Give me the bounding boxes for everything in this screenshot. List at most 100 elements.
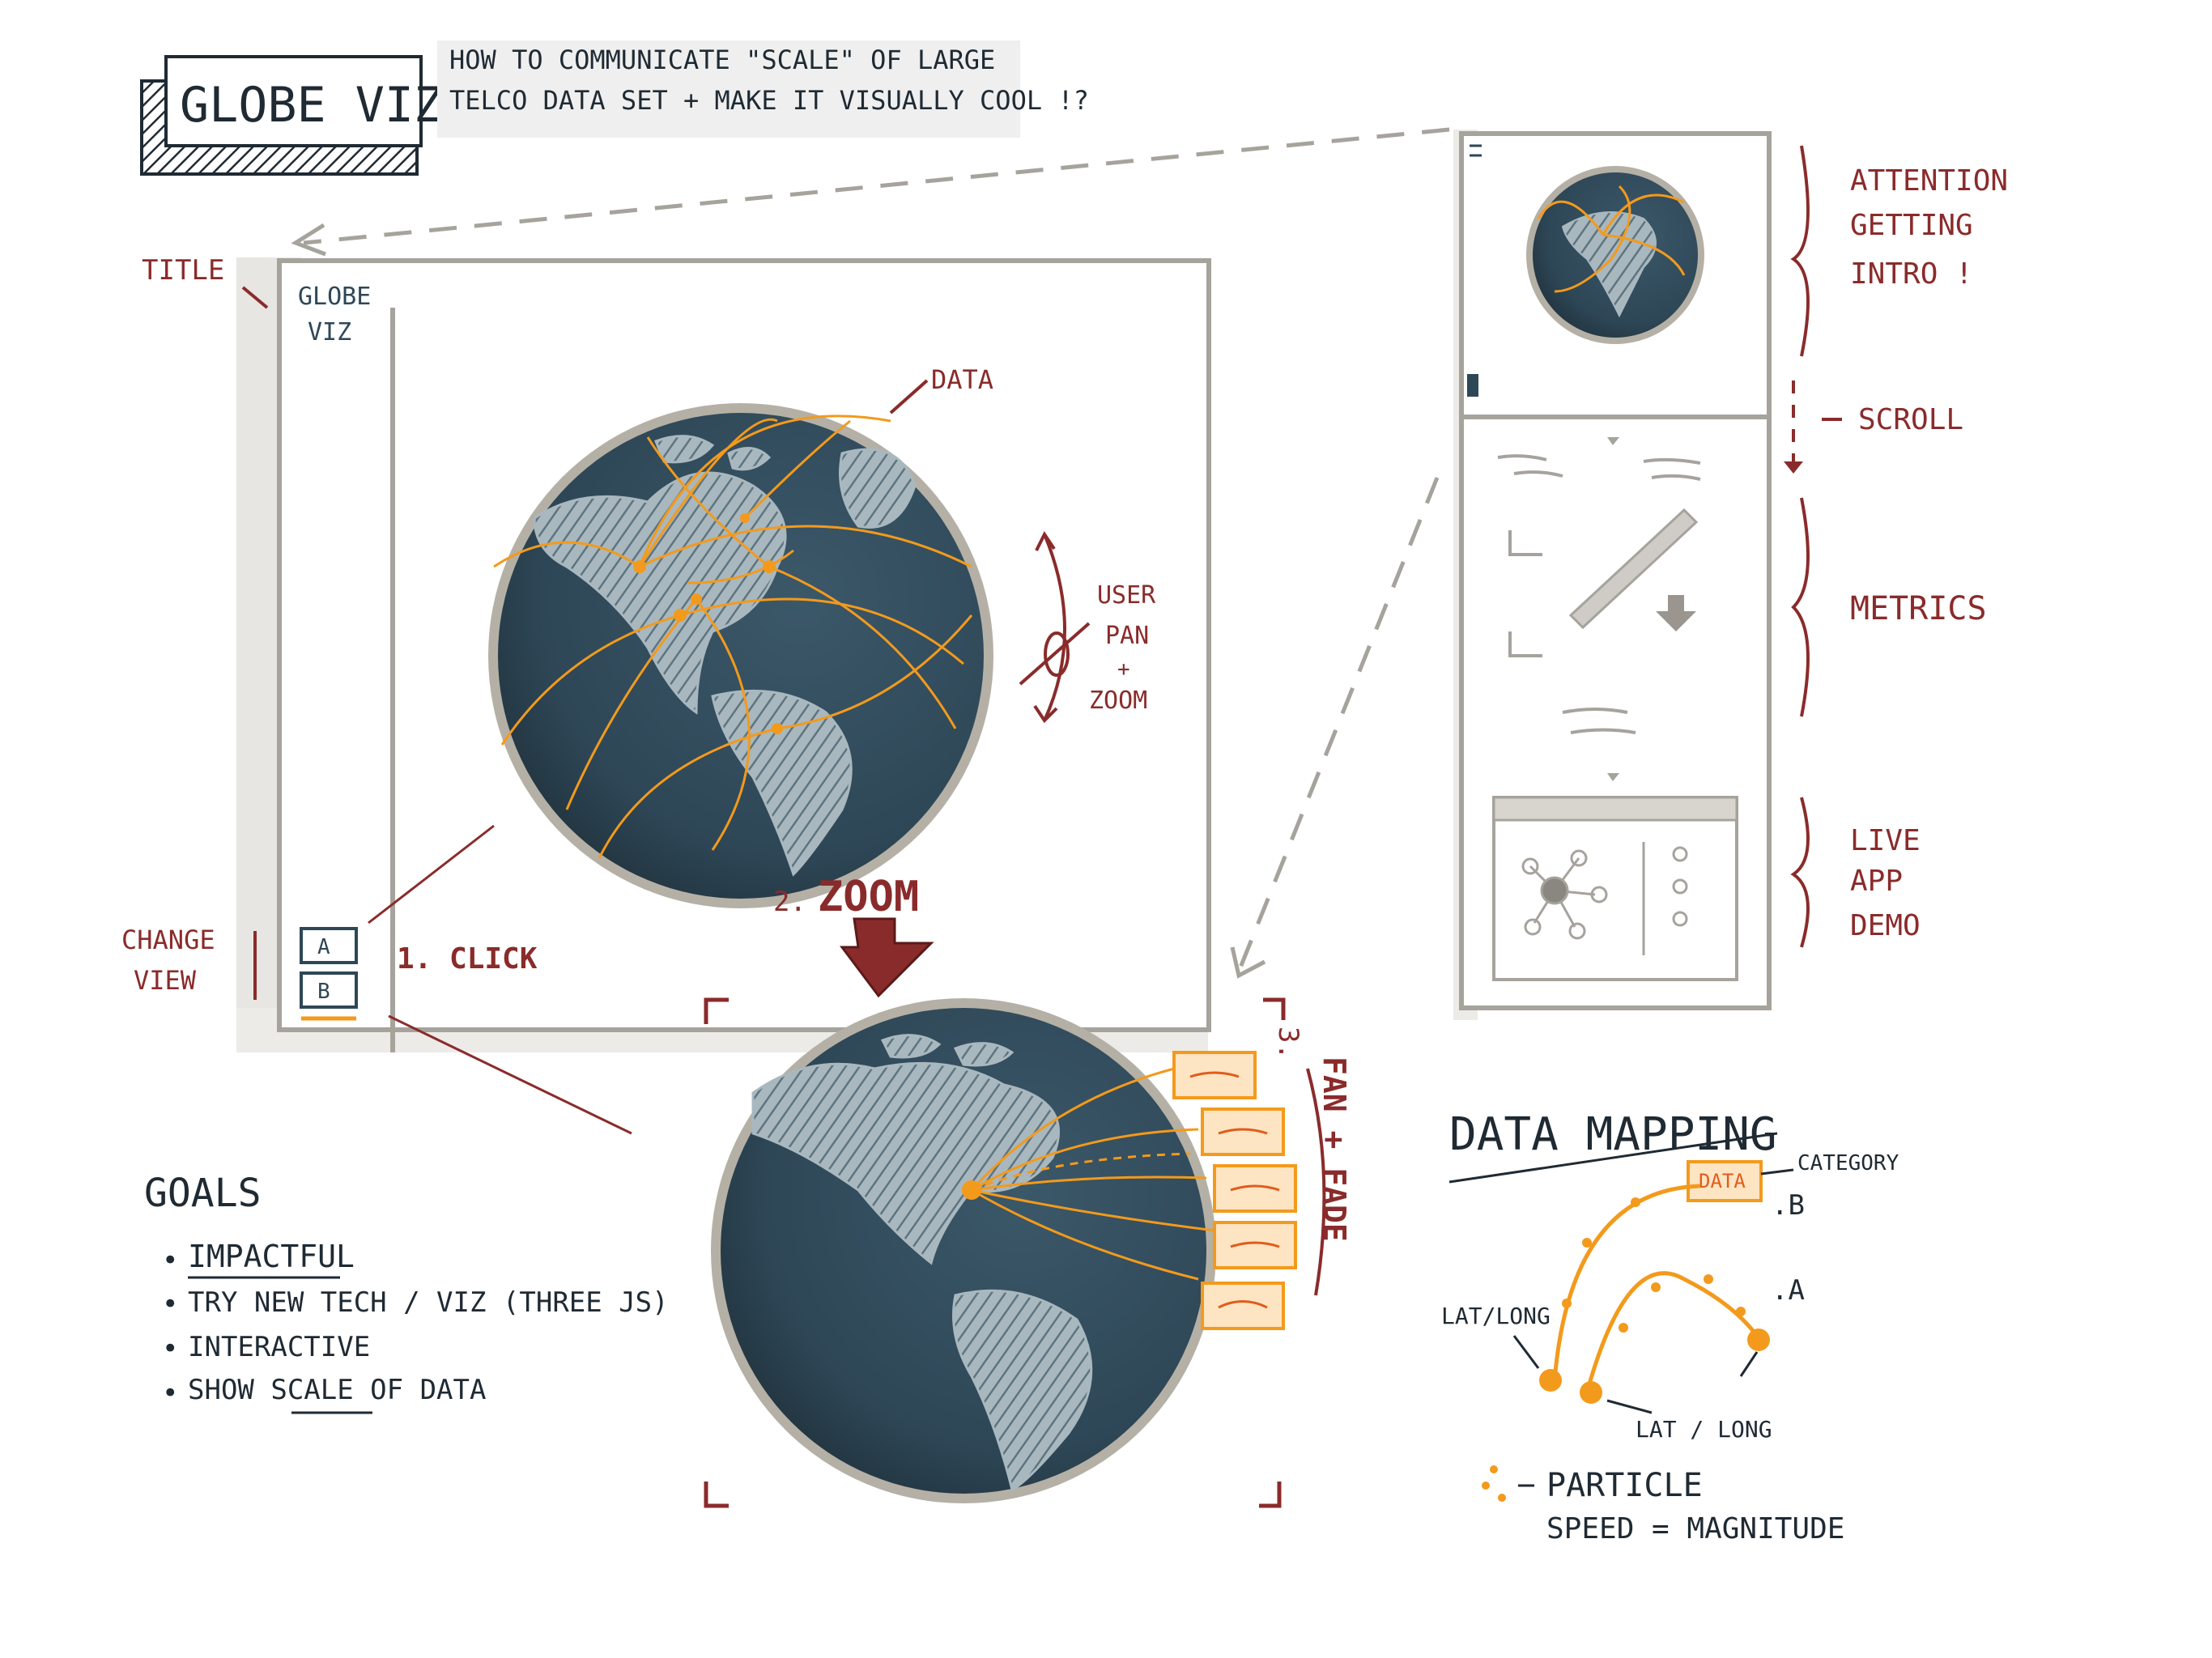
story-panel: ATTENTION GETTING INTRO ! SCROLL METRICS… <box>1230 130 2008 1020</box>
scroll-marker-2 <box>1607 773 1619 781</box>
mapping-arcs <box>1552 1184 1759 1393</box>
step3-arrow <box>1306 1068 1326 1296</box>
goals-bullet-2: • <box>162 1288 178 1320</box>
globe-main-north-america <box>533 471 787 715</box>
globe-zoom-south-america <box>952 1289 1093 1492</box>
question-underlay <box>437 40 1020 138</box>
label-getting: GETTING <box>1850 209 1973 242</box>
goals-bullet-1: • <box>162 1244 178 1277</box>
particle-label: PARTICLE <box>1546 1467 1703 1504</box>
hamburger-icon[interactable] <box>1470 144 1482 157</box>
label-app: APP <box>1850 865 1903 898</box>
pan-zoom-gesture <box>1019 531 1091 724</box>
pan-zoom-label-1: USER <box>1097 581 1156 610</box>
globe-main-islands <box>654 435 772 471</box>
particle-legend-icon <box>1482 1465 1506 1502</box>
goal-item-1: IMPACTFUL <box>188 1239 355 1274</box>
latlong-line-1 <box>1512 1335 1540 1369</box>
latlong-label-2: LAT / LONG <box>1636 1416 1772 1443</box>
question-line2: TELCO DATA SET + MAKE IT VISUALLY COOL !… <box>449 85 1089 116</box>
fan-card-1 <box>1172 1051 1257 1099</box>
latlong-label-1: LAT/LONG <box>1441 1303 1551 1329</box>
dashed-connector-top <box>303 127 1450 245</box>
data-mapping-underline <box>1448 1132 1778 1184</box>
change-view-label-1: CHANGE <box>121 925 215 955</box>
goal-item-3: INTERACTIVE <box>188 1331 370 1363</box>
live-demo-frame <box>1492 796 1738 981</box>
data-arcs-zoom <box>970 1067 1215 1281</box>
goals-section: GOALS • IMPACTFUL • TRY NEW TECH / VIZ (… <box>144 1171 669 1414</box>
zoom-arrow <box>840 917 934 998</box>
fan-card-5 <box>1201 1282 1285 1330</box>
label-demo: DEMO <box>1850 909 1921 942</box>
globe-zoom-islands <box>880 1034 1015 1067</box>
header: GLOBE VIZ HOW TO COMMUNICATE "SCALE" OF … <box>140 40 1089 176</box>
label-intro: INTRO ! <box>1850 257 1973 291</box>
scroll-arrowhead <box>1784 461 1803 474</box>
intro-globe-land <box>1561 211 1657 318</box>
change-view-label-2: VIEW <box>134 965 197 996</box>
zoom-frame-corners <box>704 997 1286 1508</box>
view-button-b[interactable] <box>300 971 358 1009</box>
label-scroll: SCROLL <box>1858 403 1963 436</box>
step2-zoom: ZOOM <box>818 873 919 921</box>
data-mapping-title: DATA MAPPING <box>1449 1108 1777 1161</box>
title-box <box>164 55 423 147</box>
mini-nav-icon[interactable] <box>1467 374 1478 397</box>
data-callout-line <box>889 379 929 414</box>
bracket-live <box>1790 797 1810 948</box>
latlong-line-3 <box>1739 1351 1759 1377</box>
metrics-down-arrow <box>1656 595 1696 631</box>
step1-line <box>368 824 495 925</box>
fan-card-2 <box>1201 1107 1285 1156</box>
label-metrics: METRICS <box>1850 590 1987 627</box>
intro-globe-arcs <box>1537 185 1686 293</box>
label-attention: ATTENTION <box>1850 164 2008 198</box>
category-label: CATEGORY <box>1797 1151 1899 1175</box>
step3-number: 3. <box>1272 1027 1304 1060</box>
view-button-a[interactable] <box>300 927 358 964</box>
data-box-label: DATA <box>1699 1170 1746 1192</box>
arrowhead-top <box>291 223 326 257</box>
step1-line-lower <box>388 1014 632 1135</box>
app-title-line2: VIZ <box>308 318 351 346</box>
step1-click: 1. CLICK <box>397 942 538 976</box>
goals-title: GOALS <box>144 1171 262 1216</box>
fan-card-3 <box>1213 1164 1297 1213</box>
globe-viz-title: GLOBE VIZ <box>180 77 443 134</box>
latlong-line-2 <box>1606 1399 1653 1414</box>
label-live: LIVE <box>1850 824 1921 857</box>
title-callout: TITLE <box>142 254 224 287</box>
goal-item-4: SHOW SCALE OF DATA <box>188 1374 486 1406</box>
goals-bullet-3: • <box>162 1333 178 1365</box>
data-box <box>1687 1160 1763 1202</box>
data-node-zoom <box>962 1180 981 1200</box>
pan-zoom-label-4: ZOOM <box>1089 687 1147 715</box>
bracket-metrics <box>1791 497 1810 717</box>
scroll-marker-1 <box>1607 437 1619 445</box>
arrowhead-mid <box>1230 946 1266 979</box>
bracket-intro <box>1790 145 1810 357</box>
live-demo-radio-options[interactable] <box>1672 846 1688 927</box>
fan-cards <box>1172 1051 1297 1330</box>
fan-card-4 <box>1213 1221 1297 1269</box>
question-line1: HOW TO COMMUNICATE "SCALE" OF LARGE <box>449 45 995 75</box>
goals-bullet-4: • <box>162 1377 178 1409</box>
data-nodes-main <box>633 513 783 734</box>
metrics-slider <box>1568 508 1699 630</box>
zoom-step: 2. ZOOM <box>704 873 1352 1508</box>
view-button-b-label: B <box>317 980 330 1004</box>
dashed-connector-mid <box>1236 477 1440 972</box>
mapping-particles <box>1539 1197 1770 1404</box>
app-title-line1: GLOBE <box>298 283 371 311</box>
pan-zoom-label-2: PAN <box>1105 622 1149 650</box>
main-app-sketch: TITLE GLOBE VIZ <box>121 127 1450 1135</box>
network-graph-icon <box>1521 849 1608 940</box>
a-label: .A <box>1772 1274 1805 1307</box>
category-line <box>1760 1168 1794 1175</box>
b-label: .B <box>1772 1189 1805 1222</box>
pan-zoom-label-3: + <box>1117 657 1130 682</box>
step2-number: 2. <box>773 886 806 918</box>
live-demo-toolbar <box>1492 796 1738 822</box>
